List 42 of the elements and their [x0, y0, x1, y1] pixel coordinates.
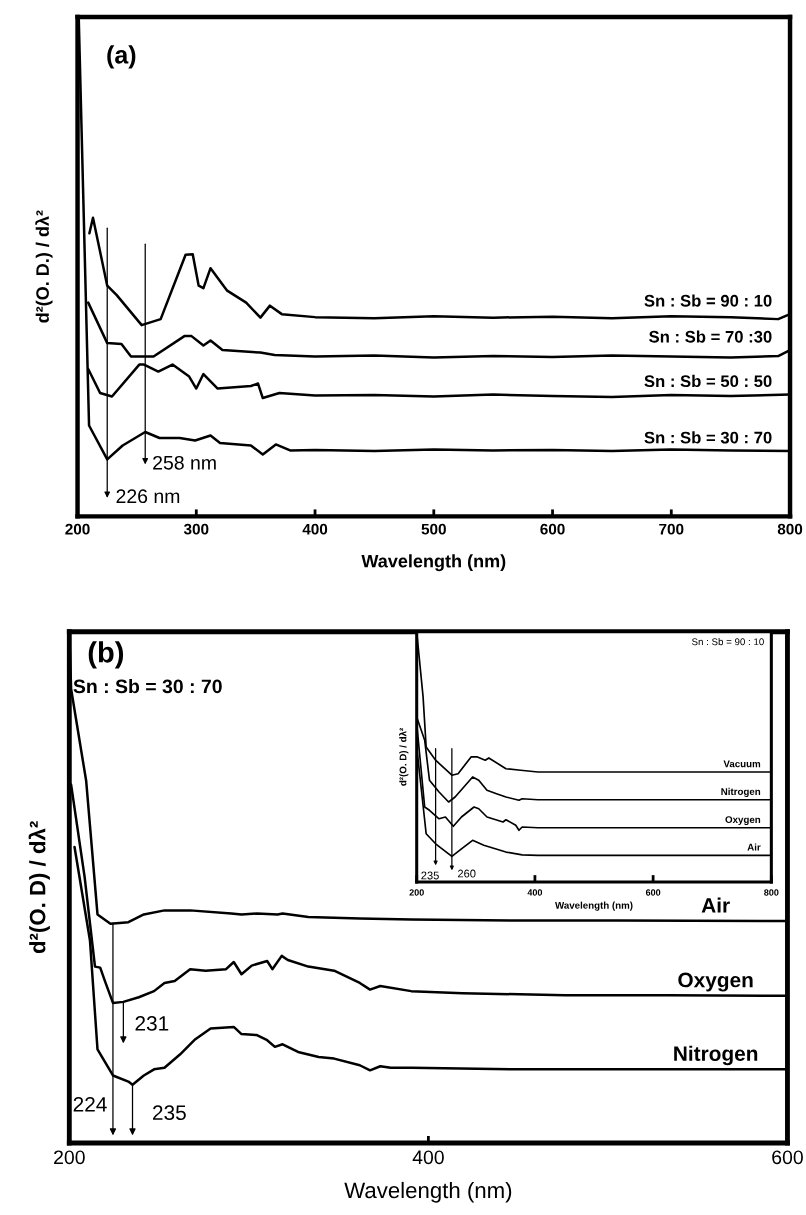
y-axis-title: d²(O. D.) / dλ²	[35, 210, 53, 323]
x-tick-label: 400	[412, 1150, 444, 1165]
annotation: 235	[153, 1105, 186, 1121]
series-label: Sn : Sb = 90 : 10	[644, 294, 772, 307]
text: Sn : Sb = 30 : 70	[73, 678, 222, 694]
series-label: Sn : Sb = 70 :30	[649, 330, 772, 343]
x-tick-label: 600	[645, 889, 661, 896]
annotation: 258 nm	[153, 455, 216, 470]
x-axis-title: Wavelength (nm)	[555, 901, 633, 911]
text: (a)	[107, 45, 136, 69]
x-tick-label: 600	[540, 523, 565, 535]
series-label: Sn : Sb = 50 : 50	[644, 374, 772, 388]
chart-title: (b)	[88, 641, 124, 669]
annotation: 226 nm	[116, 489, 180, 504]
series-label: Nitrogen	[721, 787, 761, 797]
y-axis-title: d²(O. D) / dλ²	[399, 727, 409, 786]
x-axis-title: Wavelength (nm)	[361, 554, 506, 572]
x-tick-label: 300	[183, 523, 209, 535]
annotation: 224	[73, 1096, 107, 1112]
x-tick-label: 500	[421, 523, 446, 535]
series-label: Vacuum	[723, 760, 761, 768]
x-tick-label: 200	[409, 889, 424, 896]
x-tick-label: 600	[772, 1150, 803, 1165]
x-tick-label: 800	[764, 889, 779, 896]
series-label: Sn : Sb = 30 : 70	[644, 431, 772, 444]
series-label: Oxygen	[725, 816, 761, 825]
series-label: Nitrogen	[674, 1045, 758, 1066]
series-label: Air	[747, 843, 761, 851]
x-tick-label: 200	[54, 1150, 85, 1165]
x-tick-label: 200	[65, 523, 90, 535]
x-tick-label: 700	[659, 523, 684, 535]
annotation: 231	[135, 1016, 169, 1031]
annotation: 235	[421, 871, 439, 880]
text: Sn : Sb = 90 : 10	[692, 638, 764, 646]
x-tick-label: 400	[302, 523, 328, 535]
series-label: Air	[701, 897, 730, 913]
x-tick-label: 400	[527, 889, 543, 896]
annotation: 260	[457, 869, 476, 878]
x-axis-title: Wavelength (nm)	[344, 1181, 512, 1203]
x-tick-label: 800	[777, 523, 803, 535]
series-label: Oxygen	[678, 972, 753, 992]
y-axis-title: d²(O. D) / dλ²	[28, 821, 50, 954]
